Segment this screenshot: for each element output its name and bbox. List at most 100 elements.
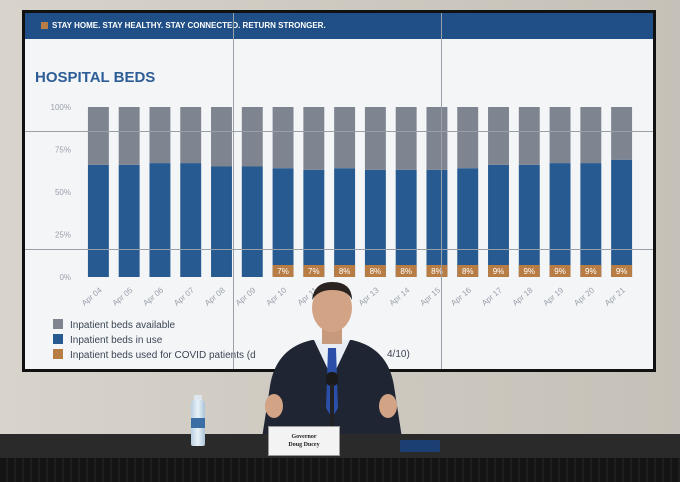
covid-data-label: 7%	[277, 267, 289, 276]
podium-seal	[400, 440, 440, 452]
covid-data-label: 9%	[585, 267, 597, 276]
covid-data-label: 8%	[431, 267, 443, 276]
legend-label-in-use: Inpatient beds in use	[70, 335, 163, 346]
x-tick-label: Apr 04	[80, 285, 104, 307]
microphone-icon	[326, 372, 338, 386]
covid-data-label: 8%	[339, 267, 351, 276]
covid-data-label: 9%	[523, 267, 535, 276]
bar-available	[580, 107, 602, 164]
bar-in-use	[488, 164, 509, 277]
table-skirt	[0, 458, 680, 482]
bar-available	[457, 107, 479, 169]
bar-in-use	[272, 168, 294, 277]
y-tick-label: 25%	[55, 231, 71, 240]
bar-covid	[580, 265, 602, 277]
video-wall: STAY HOME. STAY HEALTHY. STAY CONNECTED.…	[22, 10, 656, 372]
legend-label-covid: Inpatient beds used for COVID patients (…	[70, 350, 256, 361]
hospital-beds-chart: 100% 75% 50% 25% 0% Apr 04 Apr 05 Apr 06 Apr 07 A…	[51, 103, 633, 308]
x-tick-label: Apr 19	[541, 285, 565, 307]
bar-available	[149, 107, 171, 164]
bar-available	[87, 107, 109, 165]
bar-in-use	[549, 163, 571, 277]
water-bottle-label	[191, 418, 205, 428]
water-bottle-cap	[194, 395, 202, 401]
nameplate-title: Governor	[291, 434, 317, 440]
covid-data-label: 9%	[616, 267, 628, 276]
legend-swatch-available	[53, 319, 63, 329]
bar-in-use	[241, 166, 263, 277]
bar-available	[211, 107, 232, 167]
bar-in-use	[118, 164, 140, 277]
bar-covid	[611, 265, 633, 277]
covid-data-label: 9%	[493, 267, 505, 276]
state-logo-icon	[41, 22, 48, 29]
bar-covid	[488, 265, 509, 277]
legend-swatch-in-use	[53, 334, 63, 344]
bar-in-use	[426, 169, 448, 277]
bar-in-use	[211, 166, 232, 277]
legend-note: 4/10)	[387, 349, 410, 360]
bar-available	[241, 107, 263, 167]
bar-in-use	[364, 169, 386, 277]
chart-title: HOSPITAL BEDS	[35, 69, 156, 86]
bar-available	[518, 107, 540, 165]
x-tick-label: Apr 20	[572, 285, 596, 307]
bar-available	[334, 107, 356, 169]
bar-in-use	[334, 168, 356, 277]
nameplate-name: Doug Ducey	[288, 442, 320, 448]
x-tick-label: Apr 21	[603, 285, 627, 307]
bar-available	[272, 107, 294, 169]
x-tick-label: Apr 18	[511, 285, 535, 307]
bar-available	[426, 107, 448, 170]
bar-covid	[457, 265, 479, 277]
legend-label-available: Inpatient beds available	[70, 320, 176, 331]
bar-covid	[272, 265, 294, 277]
bar-in-use	[457, 168, 479, 277]
bar-in-use	[580, 163, 602, 277]
bar-in-use	[518, 164, 540, 277]
bar-in-use	[149, 163, 171, 277]
bar-available	[180, 107, 202, 164]
bar-covid	[303, 265, 325, 277]
y-tick-label: 0%	[59, 273, 71, 282]
bar-available	[488, 107, 509, 165]
bar-available	[118, 107, 140, 165]
nameplate: Governor Doug Ducey	[268, 426, 340, 456]
slogan-banner: STAY HOME. STAY HEALTHY. STAY CONNECTED.…	[25, 13, 653, 39]
covid-data-label: 8%	[462, 267, 474, 276]
legend-item-available: Inpatient beds available	[53, 319, 175, 331]
bar-in-use	[303, 169, 325, 277]
bar-available	[395, 107, 417, 170]
x-tick-label: Apr 05	[111, 285, 135, 307]
legend-item-covid: Inpatient beds used for COVID patients (…	[53, 349, 256, 361]
bar-covid	[395, 265, 417, 277]
presentation-screen: STAY HOME. STAY HEALTHY. STAY CONNECTED.…	[25, 13, 653, 369]
y-tick-label: 100%	[51, 103, 71, 112]
covid-data-label: 8%	[370, 267, 382, 276]
bar-available	[611, 107, 633, 160]
bar-available	[364, 107, 386, 170]
bar-available	[549, 107, 571, 164]
bar-covid	[549, 265, 571, 277]
x-tick-label: Apr 16	[449, 285, 473, 307]
bar-covid	[364, 265, 386, 277]
covid-data-label: 8%	[400, 267, 412, 276]
legend-swatch-covid	[53, 349, 63, 359]
x-tick-label: Apr 07	[172, 285, 196, 307]
covid-data-label: 7%	[308, 267, 320, 276]
y-tick-label: 50%	[55, 188, 71, 197]
bar-available	[303, 107, 325, 170]
bar-covid	[426, 265, 448, 277]
x-tick-label: Apr 08	[203, 285, 227, 307]
y-tick-label: 75%	[55, 146, 71, 155]
x-tick-label: Apr 15	[418, 285, 442, 307]
bar-in-use	[395, 169, 417, 277]
legend-item-in-use: Inpatient beds in use	[53, 334, 162, 346]
bar-covid	[518, 265, 540, 277]
bar-in-use	[180, 163, 202, 277]
screen-seam	[441, 13, 442, 369]
table-top	[0, 434, 680, 458]
microphone-stand	[330, 384, 334, 432]
screen-seam	[233, 13, 234, 369]
bar-covid	[334, 265, 356, 277]
